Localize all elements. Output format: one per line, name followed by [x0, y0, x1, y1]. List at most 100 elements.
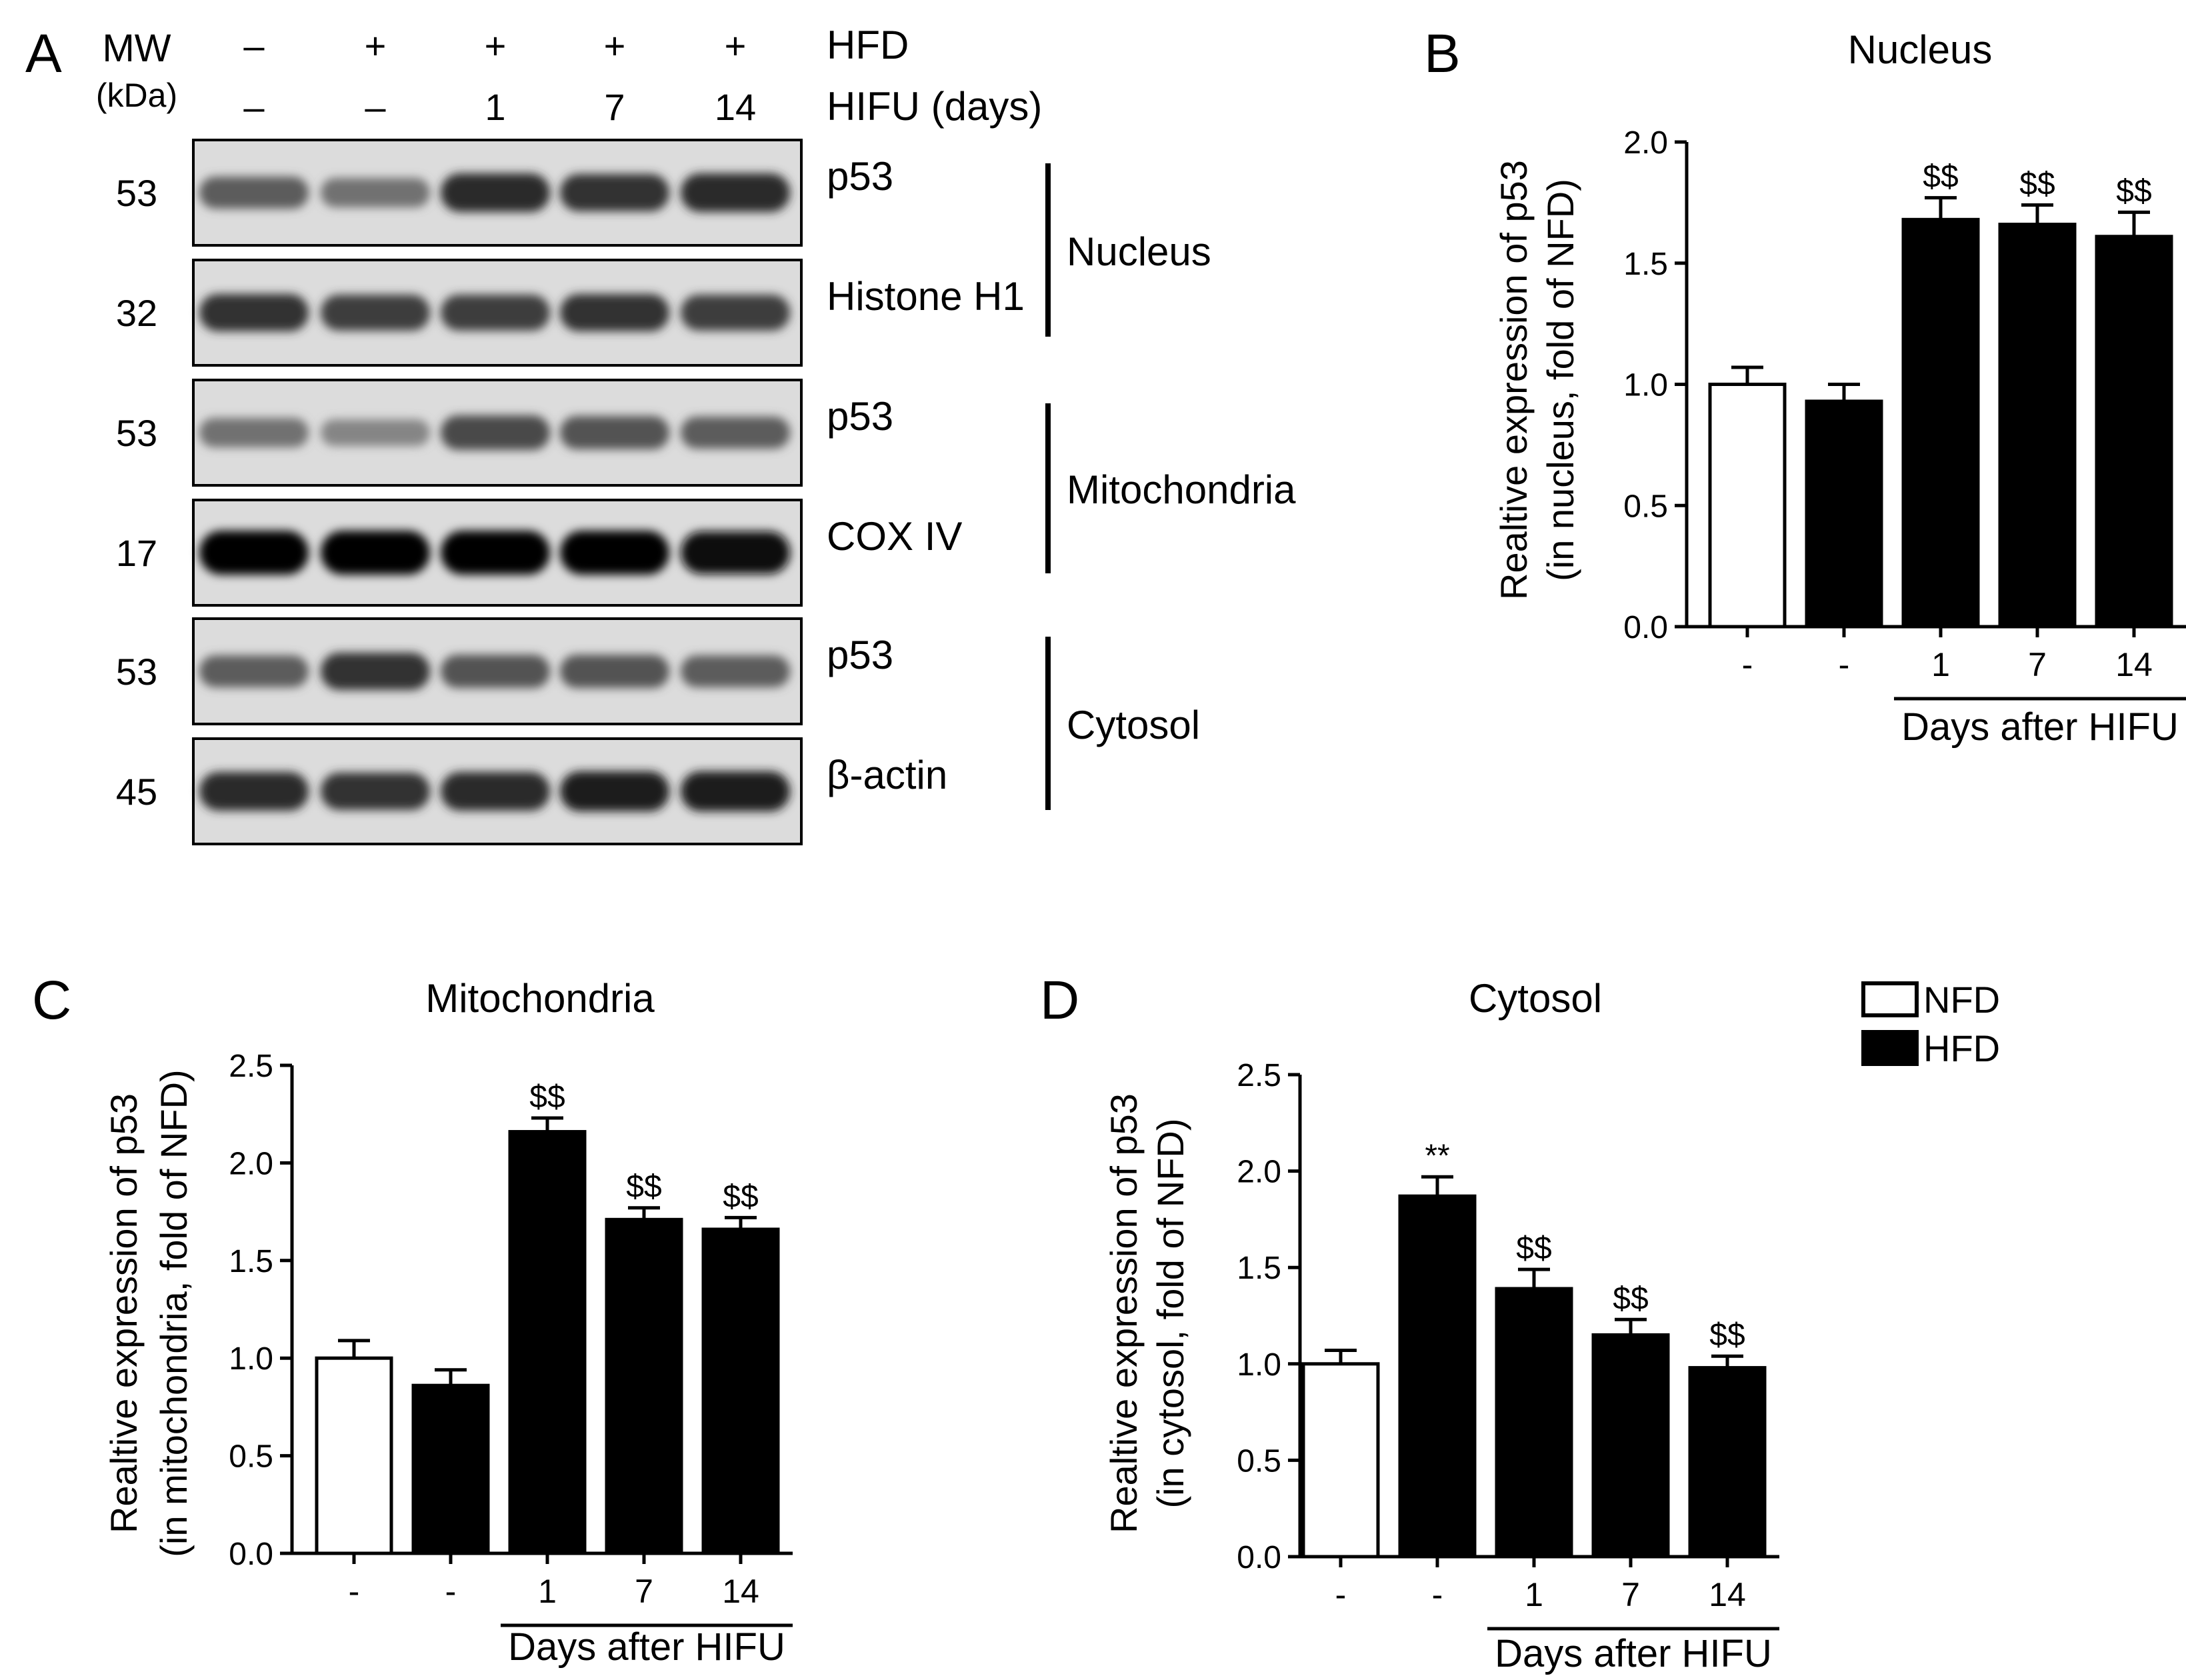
blot-row-protein: p53: [827, 633, 893, 677]
fraction-label: Cytosol: [1067, 703, 1200, 747]
blot-row-mw: 53: [116, 651, 157, 693]
blot-band: [560, 531, 669, 575]
legend-swatch-nfd: [1861, 981, 1919, 1017]
x-tick-label: 7: [1621, 1576, 1640, 1613]
chart-title: Cytosol: [1469, 976, 1602, 1021]
y-axis-label: Realtive expression of p53: [103, 1093, 145, 1533]
blot-band: [560, 655, 669, 688]
bar-annotation: $$: [2116, 173, 2151, 209]
blot-band: [681, 531, 790, 574]
x-tick-label: -: [1432, 1576, 1443, 1613]
bar: [1901, 217, 1980, 629]
y-tick-label: 0.0: [1237, 1540, 1281, 1575]
x-tick-label: -: [349, 1573, 360, 1610]
mw-header: MW: [102, 27, 171, 70]
bar-annotation: $$: [529, 1079, 565, 1115]
y-tick-label: 1.0: [1623, 368, 1668, 403]
y-tick-label: 2.5: [229, 1049, 273, 1084]
y-axis-label: (in nucleus, fold of NFD): [1539, 179, 1581, 581]
blot-band: [681, 417, 790, 449]
fraction-label: Mitochondria: [1067, 467, 1296, 512]
x-tick-label: 7: [2028, 646, 2047, 683]
blot-band: [560, 174, 669, 211]
blot-band: [441, 531, 550, 575]
blot-row-mw: 53: [116, 412, 157, 454]
blot-band: [560, 771, 669, 811]
y-axis-label: Realtive expression of p53: [1103, 1093, 1145, 1533]
bar: [1301, 1362, 1380, 1559]
x-tick-label: 14: [1709, 1576, 1746, 1613]
y-axis-label: (in mitochondria, fold of NFD): [153, 1069, 195, 1557]
y-tick-label: 2.0: [1237, 1155, 1281, 1190]
bar: [411, 1383, 490, 1555]
fraction-mitochondria: Mitochondria: [1045, 403, 1296, 573]
blot-band: [199, 655, 309, 687]
blot-row-protein: β-actin: [827, 753, 947, 797]
x-tick-label: 14: [2115, 646, 2153, 683]
blot-band: [199, 418, 309, 447]
legend-label-hfd: HFD: [1923, 1027, 2000, 1069]
bar-annotation: $$: [723, 1179, 758, 1214]
x-tick-label: 7: [635, 1573, 653, 1610]
bar: [701, 1227, 780, 1555]
blot-band: [321, 531, 430, 575]
legend-swatch-hfd: [1861, 1030, 1919, 1066]
blot-band: [441, 655, 550, 688]
y-tick-label: 1.0: [229, 1341, 273, 1377]
bar: [508, 1130, 587, 1555]
bar-annotation: $$: [1613, 1281, 1648, 1316]
x-tick-label: 14: [722, 1573, 759, 1610]
y-tick-label: 0.0: [1623, 610, 1668, 645]
x-axis-label: Days after HIFU: [1901, 705, 2179, 749]
y-tick-label: 0.5: [1623, 489, 1668, 524]
blot-row-protein: p53: [827, 394, 893, 439]
y-tick-label: 0.5: [1237, 1443, 1281, 1479]
fraction-cytosol: Cytosol: [1045, 637, 1200, 810]
y-tick-label: 1.0: [1237, 1347, 1281, 1383]
blot-band: [441, 415, 550, 450]
blot-row-protein: p53: [827, 154, 893, 199]
bar-annotation: $$: [1709, 1317, 1745, 1353]
bar-annotation: $$: [2019, 167, 2055, 202]
bar-annotation: $$: [1516, 1231, 1551, 1266]
western-blot-panel: MW (kDa) – + + + + HFD – – 1 7 14 HIFU (…: [96, 23, 1296, 845]
blot-band: [681, 173, 790, 212]
bar: [1805, 399, 1883, 629]
x-tick-label: -: [1839, 646, 1850, 683]
y-tick-label: 0.0: [229, 1537, 273, 1572]
bar-annotation: **: [1425, 1138, 1449, 1173]
panel-label-d: D: [1040, 970, 1079, 1031]
blot-band: [441, 173, 550, 212]
blot-band: [199, 177, 309, 209]
condition-hfd-lane-4: +: [604, 25, 626, 67]
condition-hfd-label: HFD: [827, 23, 909, 67]
mw-unit: (kDa): [96, 77, 177, 114]
blot-band: [321, 419, 430, 446]
bar: [2095, 235, 2173, 629]
chart-nucleus: Nucleus 0.0 0.5 1.0 1.5 2.0 Realtive expressio…: [1493, 27, 2186, 749]
blot-row-mw: 53: [116, 172, 157, 214]
bar: [1495, 1287, 1573, 1559]
x-tick-label: -: [1742, 646, 1753, 683]
y-tick-label: 0.5: [229, 1439, 273, 1475]
blot-row-mw: 32: [116, 292, 157, 334]
x-axis-label: Days after HIFU: [1495, 1632, 1772, 1675]
y-tick-label: 2.0: [1623, 125, 1668, 161]
blot-band: [321, 653, 430, 690]
chart-title: Mitochondria: [425, 976, 655, 1021]
condition-hifu-lane-3: 1: [485, 86, 505, 128]
bar-annotation: $$: [626, 1169, 661, 1205]
x-tick-label: -: [1335, 1576, 1347, 1613]
panel-label-a: A: [25, 23, 62, 84]
fraction-nucleus: Nucleus: [1045, 163, 1211, 337]
blot-row-mw: 17: [116, 532, 157, 574]
blot-rows: 53 p53 32 Histone H1 53 p53 17 COX IV 53 p53 45 β-a…: [116, 139, 1025, 845]
condition-hifu-lane-5: 14: [715, 86, 756, 128]
y-tick-label: 1.5: [1623, 247, 1668, 282]
bar: [1591, 1333, 1670, 1559]
blot-band: [199, 772, 309, 811]
blot-band: [199, 294, 309, 331]
condition-hifu-label: HIFU (days): [827, 84, 1042, 129]
condition-hifu-lane-1: –: [243, 86, 265, 128]
